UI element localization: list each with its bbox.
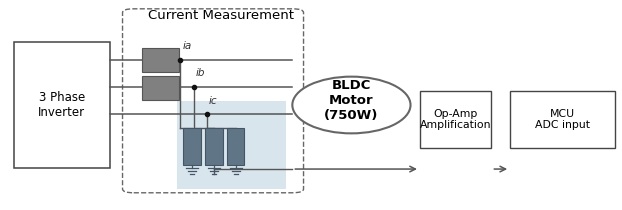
Bar (510, 91, 615, 148)
Bar (205, 128, 223, 165)
Text: ia: ia (182, 41, 192, 51)
Bar (142, 76, 179, 100)
Bar (142, 48, 179, 72)
Text: BLDC
Motor
(750W): BLDC Motor (750W) (324, 79, 379, 122)
Text: MCU
ADC input: MCU ADC input (535, 109, 590, 130)
Text: Current Measurement: Current Measurement (148, 9, 294, 22)
Text: ic: ic (209, 96, 218, 106)
Text: 3 Phase
Inverter: 3 Phase Inverter (39, 91, 85, 119)
Bar (227, 128, 244, 165)
Text: ib: ib (195, 68, 205, 79)
Bar (14, 42, 110, 168)
Bar (183, 128, 201, 165)
Text: Op-Amp
Amplification: Op-Amp Amplification (420, 109, 491, 130)
Bar (420, 91, 491, 148)
Ellipse shape (292, 77, 411, 133)
Bar (177, 101, 286, 189)
